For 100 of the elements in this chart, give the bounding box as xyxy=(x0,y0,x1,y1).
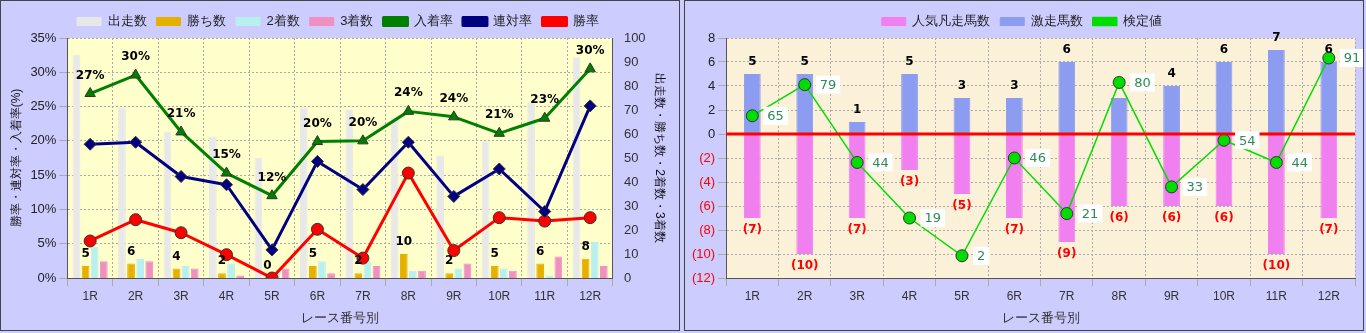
point xyxy=(129,135,143,149)
data-label: 5 xyxy=(748,54,757,69)
y2-tick-label: 90 xyxy=(623,53,639,69)
y-tick-label: (10) xyxy=(691,245,716,261)
data-label: 54 xyxy=(1238,132,1256,148)
y-tick-label: 0 xyxy=(707,125,716,141)
point xyxy=(903,211,917,225)
data-label: 24% xyxy=(393,85,423,100)
bar xyxy=(1320,62,1338,134)
point xyxy=(583,211,597,225)
bar xyxy=(1320,134,1338,218)
data-label: 2 xyxy=(976,248,986,264)
data-label: 3 xyxy=(1010,78,1019,93)
point xyxy=(129,213,143,227)
legend-label: 3着数 xyxy=(340,13,374,29)
data-label: 21 xyxy=(1081,205,1099,221)
data-label: (9) xyxy=(1057,246,1077,261)
data-label: 3 xyxy=(957,78,967,93)
x-tick-label: 9R xyxy=(446,288,462,303)
bar xyxy=(796,134,814,254)
data-label: 8 xyxy=(581,238,590,253)
bar xyxy=(145,261,154,278)
data-label: 46 xyxy=(1029,150,1046,166)
point xyxy=(174,170,188,184)
point xyxy=(850,155,864,169)
bar xyxy=(118,107,126,278)
x-tick-label: 4R xyxy=(218,288,235,303)
legend-label: 勝率 xyxy=(572,13,599,29)
data-label: 30% xyxy=(121,49,150,64)
point xyxy=(311,135,324,146)
point xyxy=(310,222,324,236)
data-label: 6 xyxy=(126,243,136,258)
data-label: (5) xyxy=(952,198,972,213)
data-label: 10 xyxy=(395,234,413,249)
x-tick-label: 8R xyxy=(400,288,417,303)
y-tick-label: 25% xyxy=(30,98,57,114)
data-label: 0 xyxy=(263,258,272,273)
point xyxy=(1060,207,1074,221)
data-label: 7 xyxy=(1272,30,1281,45)
data-label: 6 xyxy=(1219,42,1229,57)
bar xyxy=(1163,86,1180,134)
legend-label: 連対率 xyxy=(493,13,533,29)
bar xyxy=(953,98,971,134)
data-label: (7) xyxy=(742,222,762,237)
x-tick-label: 5R xyxy=(264,288,280,303)
legend-label: 激走馬数 xyxy=(1030,13,1083,29)
bar xyxy=(99,261,108,278)
data-label: 20% xyxy=(348,114,378,129)
bar xyxy=(1215,62,1233,134)
y-tick-label: 6 xyxy=(707,53,716,69)
y2-tick-label: 40 xyxy=(623,173,639,189)
point xyxy=(798,78,812,92)
data-label: 5 xyxy=(800,54,809,69)
point xyxy=(1007,151,1021,165)
data-label: 21% xyxy=(484,107,514,122)
point xyxy=(402,104,415,115)
data-label: 5 xyxy=(490,246,499,261)
y2-tick-label: 100 xyxy=(623,29,646,45)
data-label: 24% xyxy=(439,90,469,105)
data-label: (6) xyxy=(1161,210,1182,225)
data-label: 65 xyxy=(767,108,784,124)
point xyxy=(492,162,506,176)
data-label: 4 xyxy=(1167,66,1176,81)
bar xyxy=(743,134,761,218)
point xyxy=(1112,75,1126,89)
data-label: (6) xyxy=(1109,210,1129,225)
bar xyxy=(318,261,326,278)
x-tick-label: 1R xyxy=(82,288,99,303)
data-label: 5 xyxy=(308,246,318,261)
y-tick-label: 35% xyxy=(30,29,57,45)
bar xyxy=(953,134,971,194)
y2-tick-label: 0 xyxy=(623,269,632,285)
y2-tick-label: 50 xyxy=(623,149,639,165)
y-tick-label: (8) xyxy=(699,221,716,237)
point xyxy=(175,125,187,136)
y-tick-label: 20% xyxy=(30,132,57,148)
point xyxy=(356,183,370,197)
data-label: 91 xyxy=(1343,50,1361,66)
y-tick-label: 2 xyxy=(707,101,716,117)
point xyxy=(220,178,234,192)
data-label: 20% xyxy=(303,115,332,130)
point xyxy=(1269,155,1283,169)
x-tick-label: 3R xyxy=(173,288,190,303)
data-label: 6 xyxy=(536,243,545,258)
data-label: (3) xyxy=(899,174,920,189)
x-tick-label: 3R xyxy=(849,288,866,303)
x-tick-label: 11R xyxy=(1265,288,1288,303)
data-label: 15% xyxy=(212,147,241,162)
point xyxy=(955,249,969,263)
point xyxy=(448,110,460,121)
x-tick-label: 9R xyxy=(1163,288,1180,303)
data-label: 6 xyxy=(1062,42,1071,57)
bar xyxy=(901,134,918,170)
point xyxy=(265,243,279,257)
x-tick-label: 10R xyxy=(1212,288,1236,303)
legend-label: 入着率 xyxy=(413,13,453,29)
bar xyxy=(901,74,918,134)
point xyxy=(1322,51,1336,65)
bar xyxy=(90,246,99,278)
point xyxy=(447,189,461,203)
